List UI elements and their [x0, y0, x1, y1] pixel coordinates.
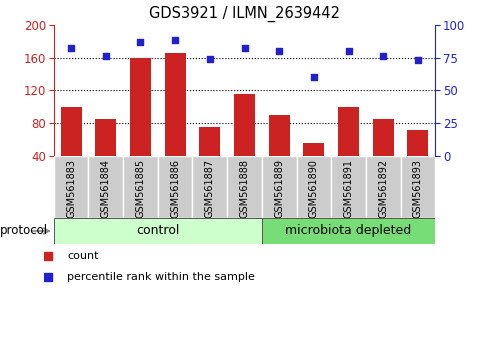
Point: [102, 53, 109, 59]
Title: GDS3921 / ILMN_2639442: GDS3921 / ILMN_2639442: [149, 6, 339, 22]
FancyBboxPatch shape: [330, 156, 365, 218]
FancyBboxPatch shape: [261, 218, 434, 244]
Text: GSM561884: GSM561884: [101, 159, 111, 218]
Bar: [268, 115, 289, 156]
Text: percentile rank within the sample: percentile rank within the sample: [67, 272, 254, 282]
Point: [67, 46, 75, 51]
Text: GSM561885: GSM561885: [135, 159, 145, 218]
Text: GSM561883: GSM561883: [66, 159, 76, 218]
Point: [171, 38, 179, 43]
Point: [413, 57, 421, 63]
FancyBboxPatch shape: [88, 156, 123, 218]
Text: GSM561892: GSM561892: [377, 159, 387, 218]
Text: GSM561891: GSM561891: [343, 159, 353, 218]
Text: GSM561889: GSM561889: [274, 159, 284, 218]
Bar: [372, 119, 393, 156]
FancyBboxPatch shape: [192, 156, 227, 218]
Point: [240, 46, 248, 51]
Point: [44, 275, 52, 280]
FancyBboxPatch shape: [400, 156, 434, 218]
Bar: [407, 130, 427, 156]
Text: protocol: protocol: [0, 224, 48, 238]
FancyBboxPatch shape: [296, 156, 330, 218]
Bar: [61, 107, 81, 156]
Point: [309, 74, 317, 80]
Text: microbiota depleted: microbiota depleted: [285, 224, 411, 238]
Bar: [303, 143, 324, 156]
Text: GSM561893: GSM561893: [412, 159, 422, 218]
Text: GSM561886: GSM561886: [170, 159, 180, 218]
Text: GSM561890: GSM561890: [308, 159, 318, 218]
FancyBboxPatch shape: [365, 156, 400, 218]
Bar: [234, 95, 254, 156]
FancyBboxPatch shape: [261, 156, 296, 218]
Text: GSM561887: GSM561887: [204, 159, 214, 218]
Bar: [199, 127, 220, 156]
Text: count: count: [67, 251, 98, 261]
Text: control: control: [136, 224, 179, 238]
FancyBboxPatch shape: [54, 218, 261, 244]
Bar: [130, 57, 151, 156]
FancyBboxPatch shape: [158, 156, 192, 218]
Point: [344, 48, 352, 54]
FancyBboxPatch shape: [227, 156, 261, 218]
Point: [275, 48, 283, 54]
Bar: [95, 119, 116, 156]
Bar: [164, 53, 185, 156]
Point: [136, 39, 144, 45]
Point: [379, 53, 386, 59]
FancyBboxPatch shape: [123, 156, 158, 218]
Text: GSM561888: GSM561888: [239, 159, 249, 218]
FancyBboxPatch shape: [54, 156, 88, 218]
Bar: [337, 107, 358, 156]
Point: [205, 56, 213, 62]
Point: [44, 253, 52, 259]
